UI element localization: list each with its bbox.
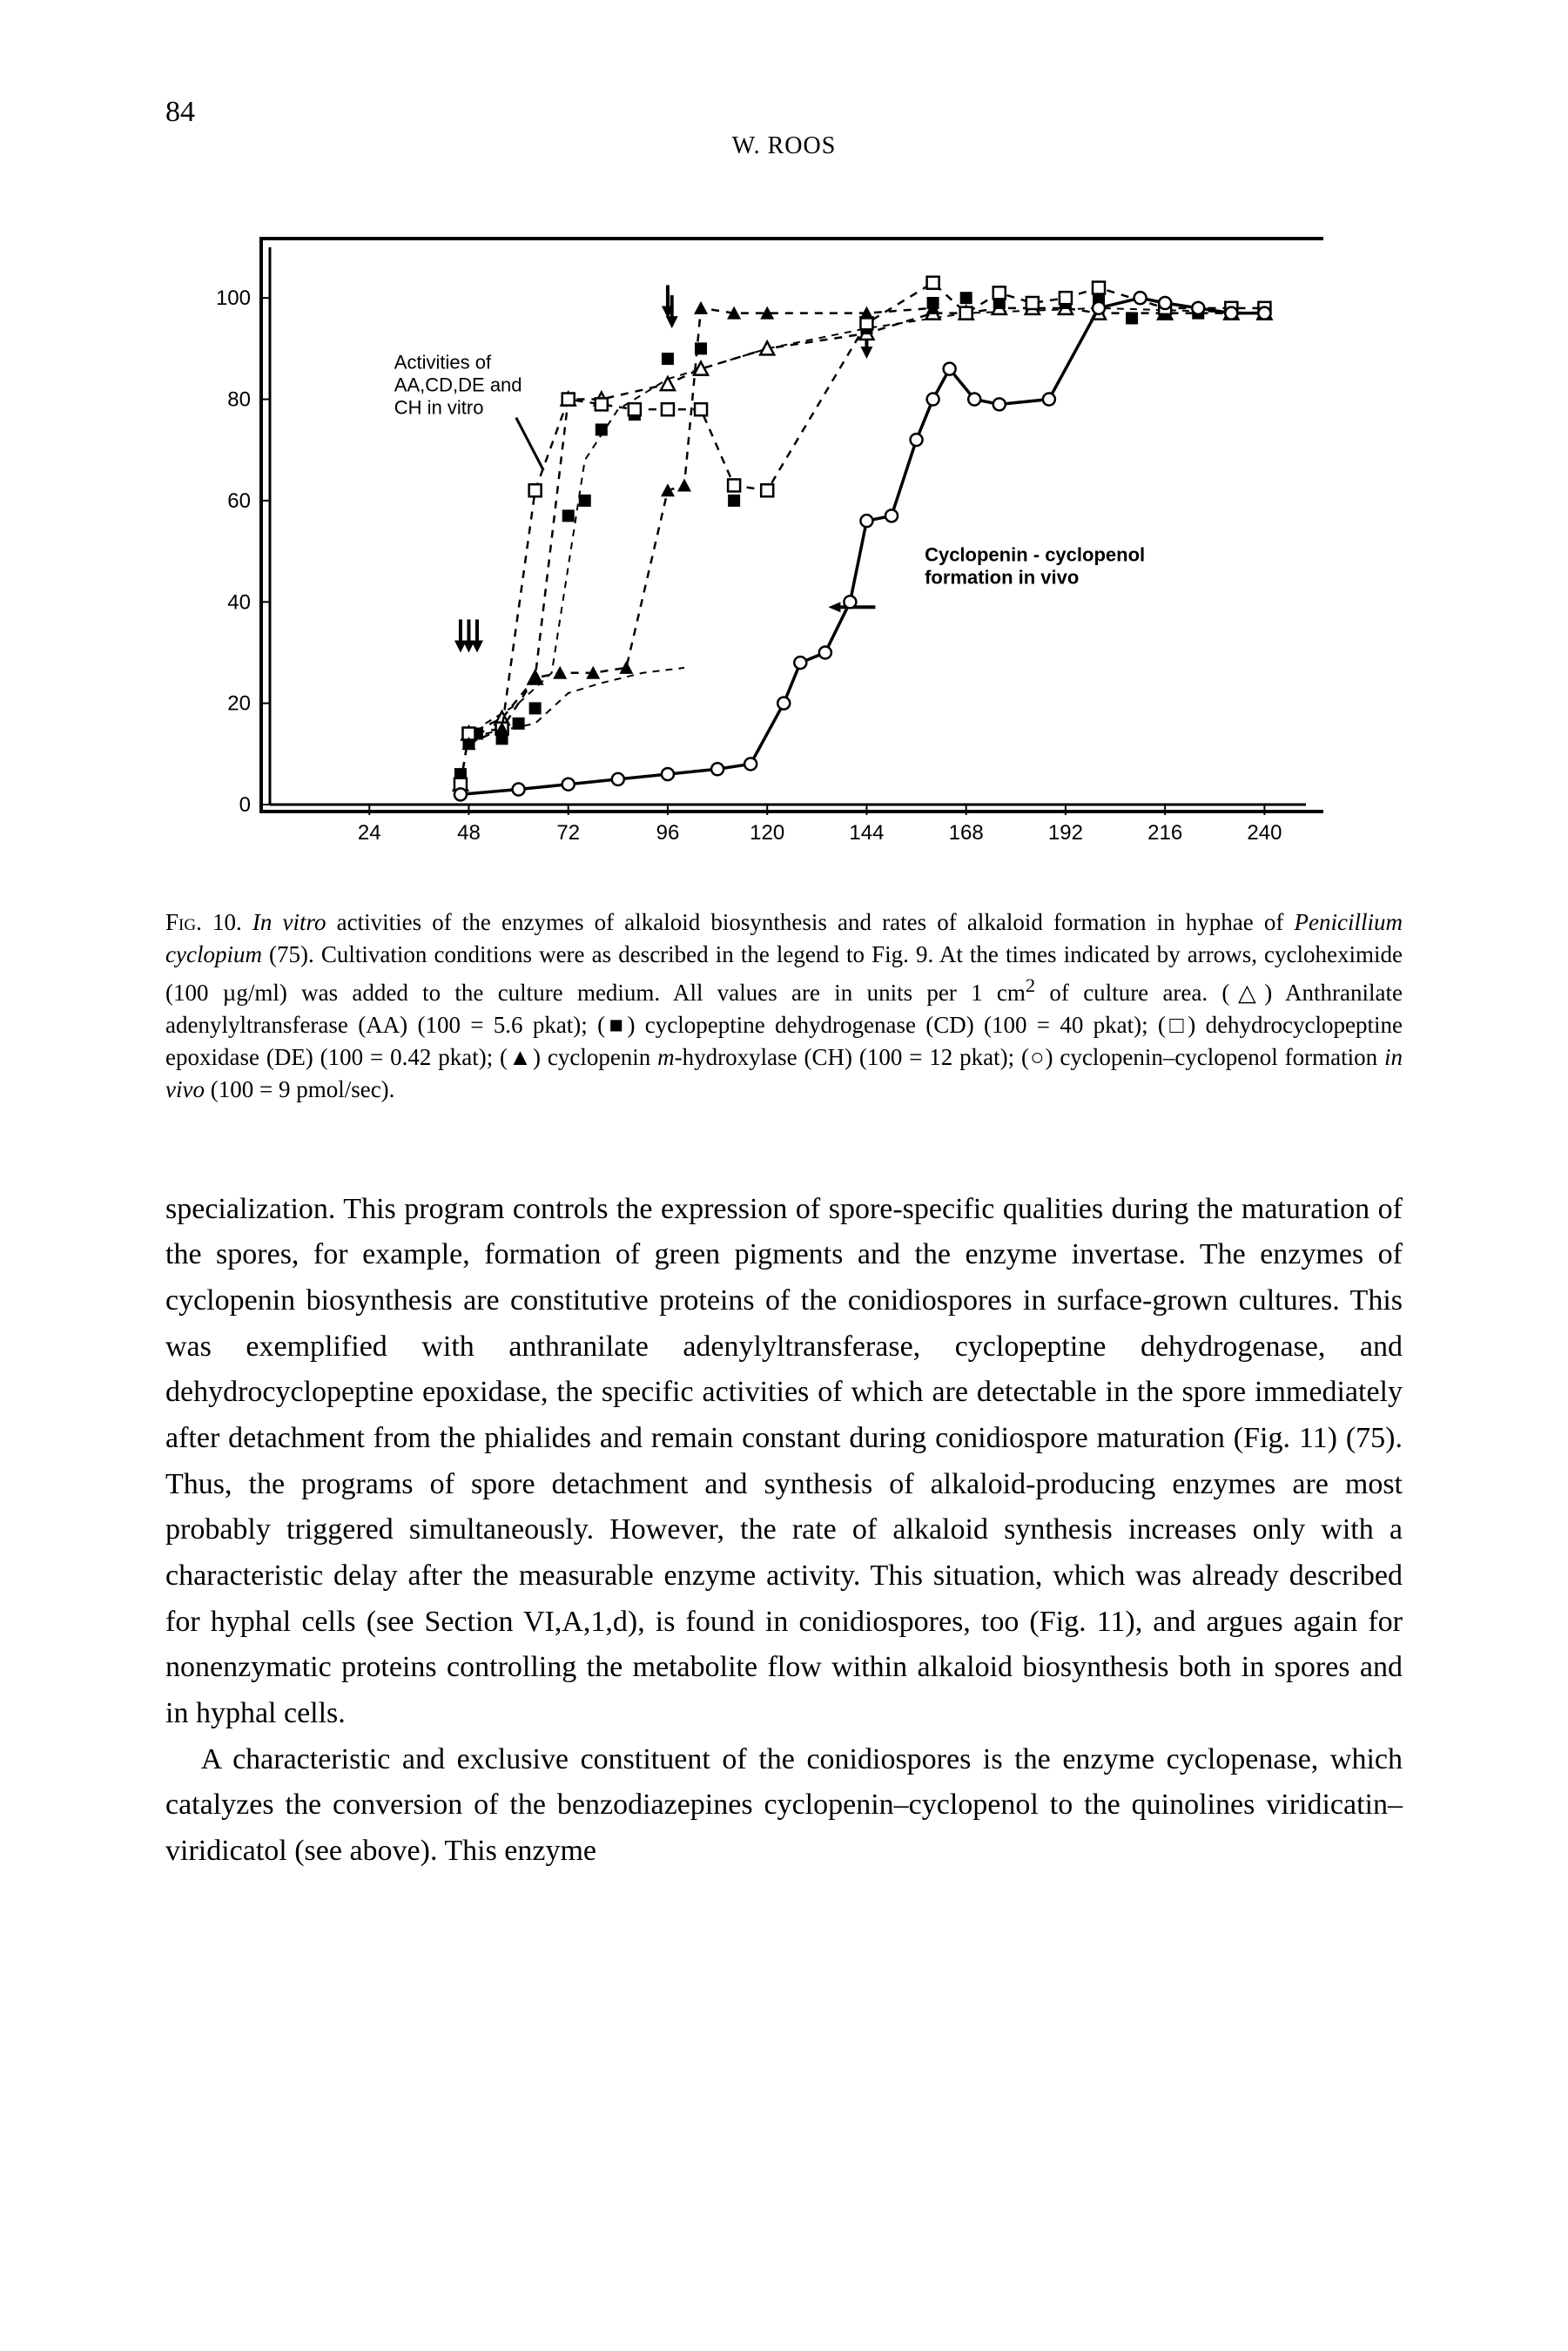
svg-text:144: 144 [849,821,884,845]
page-number: 84 [165,96,1403,129]
svg-text:AA,CD,DE and: AA,CD,DE and [394,374,522,396]
svg-text:0: 0 [239,793,251,817]
svg-text:240: 240 [1247,821,1282,845]
svg-text:216: 216 [1147,821,1182,845]
svg-text:formation in vivo: formation in vivo [925,567,1079,589]
figure-caption: Fig. 10. In vitro activities of the enzy… [165,906,1403,1107]
svg-text:100: 100 [216,286,251,310]
svg-text:80: 80 [227,388,251,412]
svg-text:24: 24 [358,821,381,845]
svg-text:60: 60 [227,489,251,513]
author-header: W. ROOS [165,132,1403,160]
paragraph: A characteristic and exclusive constitue… [165,1737,1403,1875]
body-text: specialization. This program controls th… [165,1187,1403,1875]
svg-text:40: 40 [227,590,251,614]
svg-text:Activities of: Activities of [394,352,492,374]
figure-svg: 0 20 40 60 80 100 24 48 72 96 120 144 168 192 216 240 Ac… [192,230,1323,857]
svg-text:20: 20 [227,692,251,716]
svg-text:CH in vitro: CH in vitro [394,397,484,419]
svg-text:72: 72 [556,821,580,845]
paragraph: specialization. This program controls th… [165,1187,1403,1737]
svg-text:48: 48 [457,821,481,845]
svg-text:168: 168 [949,821,984,845]
svg-text:120: 120 [750,821,784,845]
svg-text:Cyclopenin - cyclopenol: Cyclopenin - cyclopenol [925,544,1145,566]
svg-text:96: 96 [656,821,680,845]
svg-text:192: 192 [1048,821,1083,845]
figure-10: 0 20 40 60 80 100 24 48 72 96 120 144 168 192 216 240 Ac… [165,230,1403,861]
